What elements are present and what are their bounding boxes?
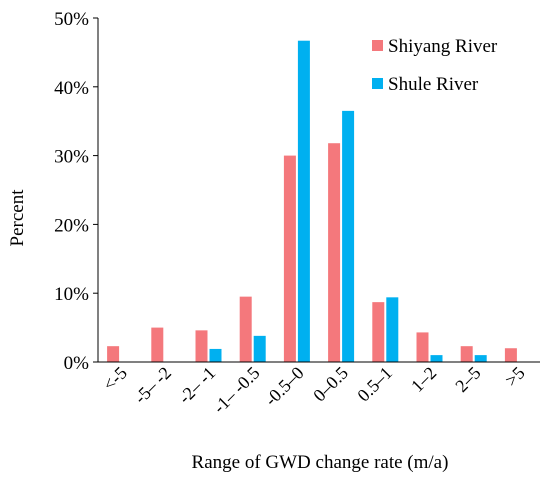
bar-shiyang — [416, 332, 429, 362]
x-tick-label: <-5 — [99, 363, 131, 395]
x-tick-label: 1–2 — [407, 363, 440, 396]
legend-label: Shule River — [388, 74, 479, 95]
legend-swatch — [372, 40, 383, 51]
y-axis-label: Percent — [7, 189, 28, 247]
x-axis-label: Range of GWD change rate (m/a) — [192, 452, 449, 473]
bar-shiyang — [239, 296, 252, 362]
legend: Shiyang River Shule River — [372, 36, 498, 95]
bar-shule — [209, 348, 222, 362]
x-tick-label: -0.5–0 — [261, 363, 308, 410]
bars-layer — [107, 40, 517, 362]
y-tick-label: 30% — [54, 147, 89, 168]
y-tick-label: 20% — [54, 215, 89, 236]
bar-shule — [430, 355, 443, 362]
bar-shule — [386, 297, 399, 362]
bar-shiyang — [372, 302, 385, 362]
y-tick-label: 0% — [64, 353, 90, 374]
bar-shule — [474, 355, 487, 362]
y-tick-label: 40% — [54, 78, 89, 99]
x-tick-label: >5 — [501, 363, 529, 391]
bar-shiyang — [151, 327, 164, 362]
x-tick-label: 0.5–1 — [353, 363, 396, 406]
y-tick-labels: 0% 10% 20% 30% 40% 50% — [54, 9, 98, 374]
x-tick-label: 0–0.5 — [309, 363, 352, 406]
y-tick-label: 50% — [54, 9, 89, 30]
x-tick-labels: <-5 -5– -2 -2– -1-1– -0.5-0.5–0 0–0.5 0.5–1 1… — [99, 363, 529, 417]
bar-shiyang — [460, 346, 473, 362]
x-tick-label: 2–5 — [451, 363, 484, 396]
bar-shiyang — [328, 143, 341, 362]
bar-shiyang — [107, 346, 120, 362]
bar-shule — [253, 335, 266, 362]
bar-shule — [342, 110, 355, 362]
bar-shiyang — [283, 155, 296, 362]
bar-shiyang — [195, 330, 208, 362]
legend-label: Shiyang River — [388, 36, 498, 57]
bar-shule — [297, 40, 310, 362]
x-tick-label: -5– -2 — [130, 363, 175, 408]
x-tick-label: -1– -0.5 — [209, 363, 263, 417]
legend-swatch — [372, 78, 383, 89]
y-tick-label: 10% — [54, 284, 89, 305]
bar-shiyang — [504, 348, 517, 362]
